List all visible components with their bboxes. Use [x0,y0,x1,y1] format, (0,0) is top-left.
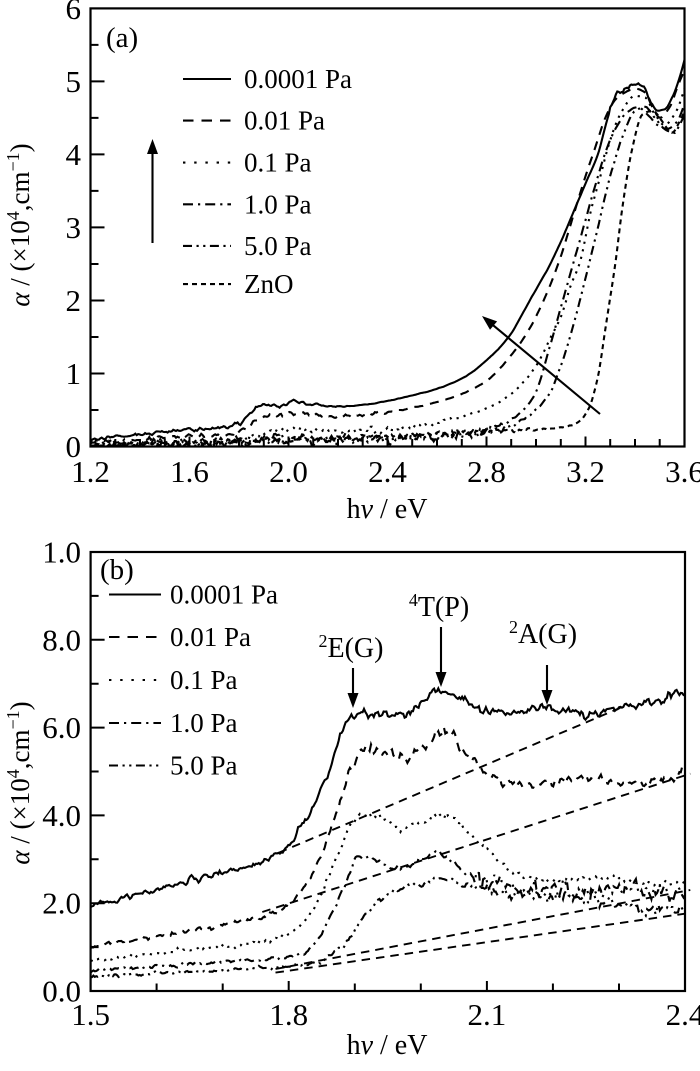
svg-text:0.0: 0.0 [42,974,81,1009]
svg-text:3.2: 3.2 [566,454,605,489]
svg-text:1.0: 1.0 [42,535,81,570]
svg-text:1.2: 1.2 [71,454,110,489]
svg-text:0.01 Pa: 0.01 Pa [244,106,325,136]
svg-text:0.0001 Pa: 0.0001 Pa [170,580,278,610]
svg-text:5.0 Pa: 5.0 Pa [244,231,312,261]
svg-text:2.4: 2.4 [368,454,407,489]
svg-text:1.0 Pa: 1.0 Pa [170,708,238,738]
svg-text:2E(G): 2E(G) [319,631,384,664]
svg-text:1.8: 1.8 [269,997,308,1032]
svg-text:2.8: 2.8 [467,454,506,489]
svg-text:2.1: 2.1 [468,997,507,1032]
svg-text:5: 5 [66,64,82,99]
svg-text:6.0: 6.0 [42,710,81,745]
svg-text:0.1 Pa: 0.1 Pa [244,148,312,178]
svg-text:hν / eV: hν / eV [347,494,428,525]
svg-text:0: 0 [66,429,82,464]
svg-text:1.0 Pa: 1.0 Pa [244,189,312,219]
svg-text:2.0: 2.0 [42,886,81,921]
svg-text:1.5: 1.5 [71,997,110,1032]
svg-text:α / (×104,cm−1): α / (×104,cm−1) [3,701,35,864]
svg-text:2.4: 2.4 [666,997,700,1032]
svg-text:hν / eV: hν / eV [347,1030,428,1061]
svg-text:(b): (b) [100,554,134,586]
svg-text:8.0: 8.0 [42,622,81,657]
svg-text:0.01 Pa: 0.01 Pa [170,622,251,652]
svg-text:ZnO: ZnO [244,269,294,299]
svg-text:4: 4 [66,137,82,172]
svg-text:2.0: 2.0 [269,454,308,489]
svg-text:(a): (a) [106,22,138,54]
svg-text:5.0 Pa: 5.0 Pa [170,751,238,781]
svg-text:1: 1 [66,356,82,391]
svg-text:6: 6 [66,0,82,26]
svg-text:2A(G): 2A(G) [509,617,577,650]
svg-text:3.6: 3.6 [665,454,700,489]
svg-text:4T(P): 4T(P) [409,590,469,623]
svg-text:0.0001 Pa: 0.0001 Pa [244,64,352,94]
svg-text:0.1 Pa: 0.1 Pa [170,665,238,695]
svg-text:2: 2 [66,283,82,318]
svg-text:4.0: 4.0 [42,798,81,833]
svg-text:3: 3 [66,210,82,245]
svg-text:1.6: 1.6 [170,454,209,489]
svg-text:α / (×104,cm−1): α / (×104,cm−1) [3,143,35,306]
